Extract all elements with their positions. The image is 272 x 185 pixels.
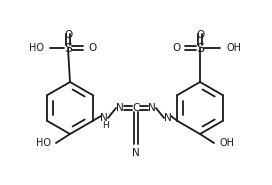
Text: OH: OH [219,138,234,148]
Text: N: N [164,113,172,123]
Text: HO: HO [29,43,44,53]
Text: OH: OH [226,43,241,53]
Text: HO: HO [36,138,51,148]
Text: H: H [102,120,108,130]
Text: N: N [132,148,140,158]
Text: O: O [88,43,96,53]
Text: O: O [196,30,204,40]
Text: N: N [148,103,156,113]
Text: O: O [172,43,180,53]
Text: S: S [196,41,204,55]
Text: N: N [116,103,124,113]
Text: O: O [64,30,72,40]
Text: S: S [64,41,72,55]
Text: C: C [132,103,140,113]
Text: N: N [100,113,108,123]
